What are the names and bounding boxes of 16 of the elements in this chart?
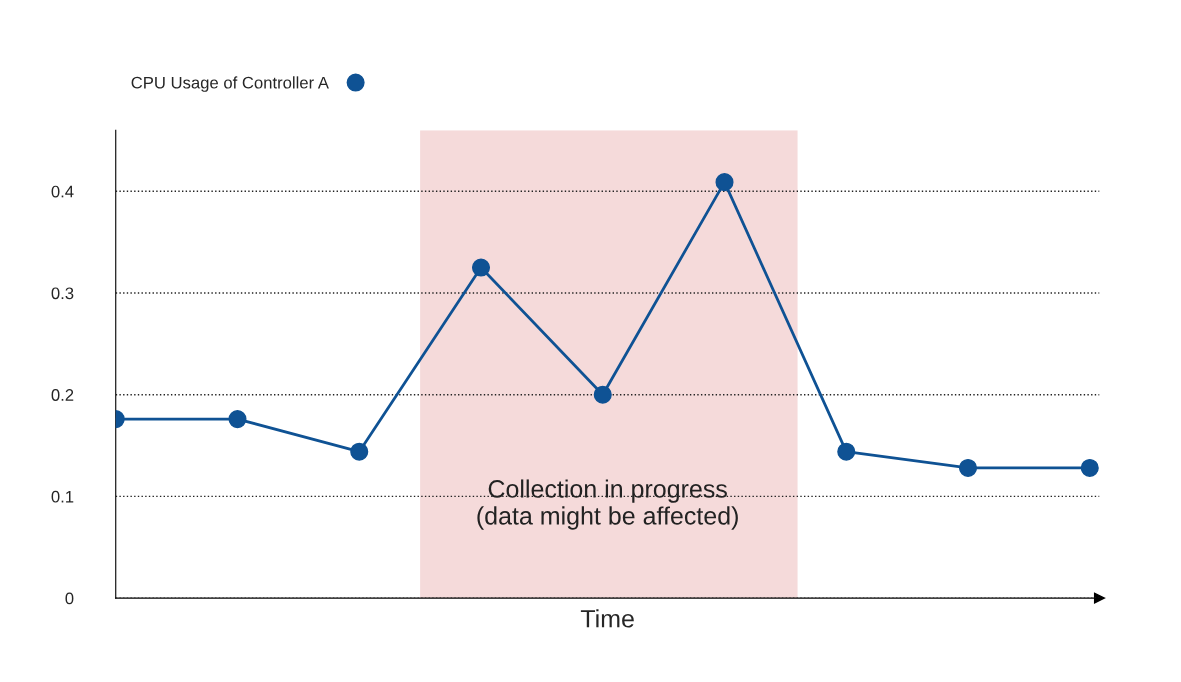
point: [228, 410, 247, 429]
point: [958, 458, 978, 477]
legend-label: CPU Usage of Controller A: [131, 76, 329, 92]
point: [593, 385, 612, 404]
point: [471, 258, 491, 277]
annotation: Collection in progress (data might be affected): [477, 479, 738, 530]
point: [837, 442, 856, 461]
y-tick-label: 0.3: [51, 287, 74, 300]
point: [1080, 458, 1099, 477]
point: [350, 442, 369, 461]
y-tick-label: 0.2: [51, 389, 74, 401]
y-tick-label: 0.1: [51, 490, 74, 503]
y-tick-label: 0: [65, 592, 74, 605]
y-tick-label: 0.4: [51, 185, 74, 198]
point: [715, 173, 734, 192]
x-axis-title: Time: [580, 609, 634, 628]
